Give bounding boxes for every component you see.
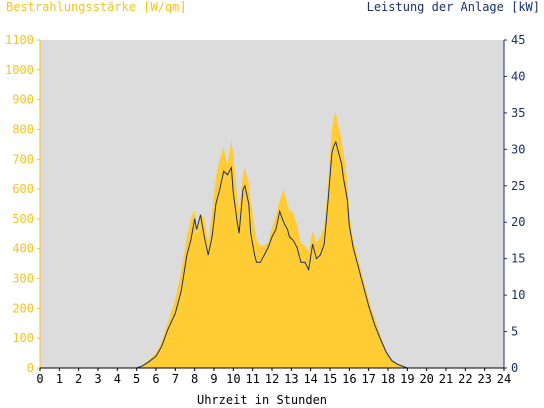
left-tick-label: 300 [12,272,34,286]
left-tick-label: 400 [12,242,34,256]
left-tick-label: 600 [12,182,34,196]
x-tick-label: 6 [152,372,159,386]
x-tick-label: 21 [439,372,453,386]
x-tick-label: 14 [303,372,317,386]
left-tick-label: 900 [12,93,34,107]
x-tick-label: 24 [497,372,511,386]
irradiance-area [40,111,504,368]
left-axis-ticks: 0 100 200 300 400 500 600 700 800 900 1000 1100 [5,33,40,375]
left-axis-title: Bestrahlungsstärke [W/qm] [6,0,187,14]
x-axis-label: Uhrzeit in Stunden [197,393,327,407]
left-tick-label: 1000 [5,63,34,77]
left-tick-label: 500 [12,212,34,226]
right-tick-label: 25 [511,179,525,193]
x-tick-label: 12 [265,372,279,386]
x-tick-label: 7 [172,372,179,386]
right-tick-label: 35 [511,106,525,120]
x-tick-label: 8 [191,372,198,386]
x-tick-label: 9 [210,372,217,386]
power-line [40,140,504,369]
left-tick-label: 0 [27,361,34,375]
x-tick-label: 15 [323,372,337,386]
x-tick-label: 23 [477,372,491,386]
x-tick-label: 11 [245,372,259,386]
right-tick-label: 15 [511,252,525,266]
left-tick-label: 800 [12,122,34,136]
x-tick-label: 20 [419,372,433,386]
right-tick-label: 0 [511,361,518,375]
right-tick-label: 10 [511,288,525,302]
x-tick-label: 22 [458,372,472,386]
x-tick-label: 1 [56,372,63,386]
right-axis-ticks: 0 5 10 15 20 25 30 35 40 45 [504,33,525,375]
right-tick-label: 20 [511,215,525,229]
x-tick-label: 3 [94,372,101,386]
left-tick-label: 700 [12,152,34,166]
x-tick-label: 0 [36,372,43,386]
x-tick-label: 5 [133,372,140,386]
x-tick-label: 13 [284,372,298,386]
x-tick-label: 17 [361,372,375,386]
x-tick-label: 4 [114,372,121,386]
x-tick-label: 10 [226,372,240,386]
x-tick-label: 2 [75,372,82,386]
x-tick-label: 19 [400,372,414,386]
right-tick-label: 45 [511,33,525,47]
left-tick-label: 200 [12,301,34,315]
series-layer [40,111,504,369]
right-tick-label: 5 [511,325,518,339]
right-axis-title: Leistung der Anlage [kW] [367,0,540,14]
left-tick-label: 100 [12,331,34,345]
x-axis-ticks: 0 1 2 3 4 5 6 7 8 9 10 11 12 13 14 15 16 17 18 19 20 21 22 23 24 [36,368,511,386]
right-tick-label: 40 [511,69,525,83]
left-tick-label: 1100 [5,33,34,47]
x-tick-label: 18 [381,372,395,386]
x-tick-label: 16 [342,372,356,386]
right-tick-label: 30 [511,142,525,156]
